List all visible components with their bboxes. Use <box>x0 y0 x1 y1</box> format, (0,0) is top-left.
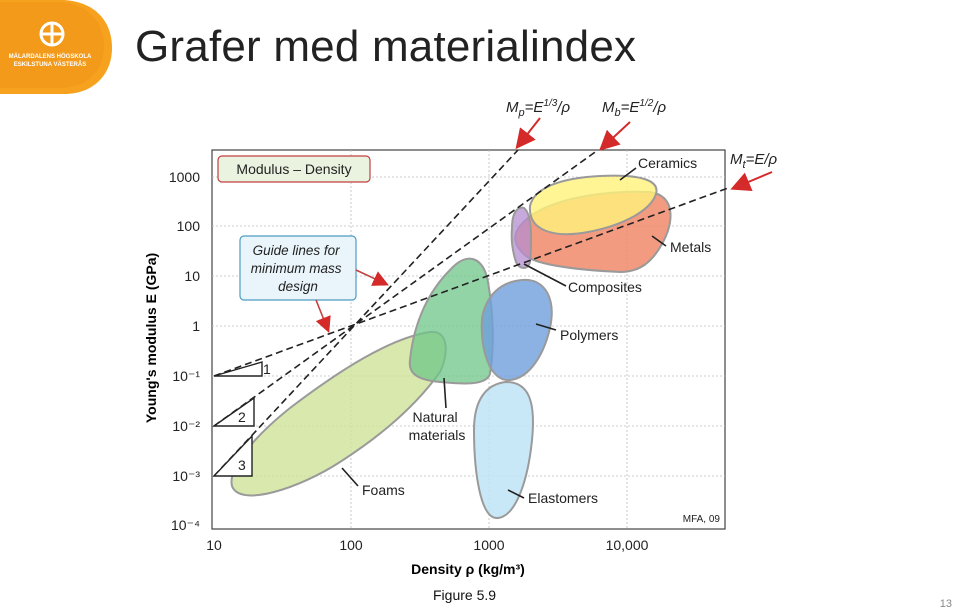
label-elastomers: Elastomers <box>528 490 598 506</box>
label-metals: Metals <box>670 239 711 255</box>
slide-title: Grafer med materialindex <box>135 22 637 71</box>
y-tick-label: 100 <box>177 218 201 234</box>
chart-credit: MFA, 09 <box>683 514 721 525</box>
svg-text:MÄLARDALENS HÖGSKOLA: MÄLARDALENS HÖGSKOLA <box>9 53 92 60</box>
guide-line-mb <box>213 149 599 427</box>
index-label-mt: Mt=E/ρ <box>730 151 777 171</box>
y-tick-label: 1 <box>192 318 200 334</box>
page-number: 13 <box>939 598 952 610</box>
index-label-mp: Mp=E1/3/ρ <box>506 98 570 119</box>
slope-triangle-label: 2 <box>238 409 246 425</box>
label-foams: Foams <box>362 482 405 498</box>
university-logo: MÄLARDALENS HÖGSKOLA ESKILSTUNA VÄSTERÅS <box>0 0 112 94</box>
y-axis-label: Young's modulus E (GPa) <box>143 253 159 423</box>
guide-lines <box>213 149 729 477</box>
y-tick-label: 1000 <box>169 169 200 185</box>
y-tick-labels: 1000 100 10 1 10⁻¹ 10⁻² 10⁻³ 10⁻⁴ <box>169 169 200 533</box>
arrow-mb <box>599 121 631 151</box>
y-tick-label: 10 <box>184 268 200 284</box>
y-tick-label: 10⁻⁴ <box>171 517 200 533</box>
region-ceramics <box>528 174 658 236</box>
chart-title-box <box>217 155 371 183</box>
slope-triangle-label: 3 <box>238 457 246 473</box>
label-polymers: Polymers <box>560 327 618 343</box>
guide-note-text: Guide lines for minimum mass design <box>251 243 346 294</box>
region-elastomers <box>472 380 534 520</box>
index-label-mb: Mb=E1/2/ρ <box>602 98 666 119</box>
x-tick-label: 100 <box>339 537 363 553</box>
x-axis-label: Density ρ (kg/m³) <box>411 561 525 577</box>
arrow-mt <box>730 171 773 192</box>
label-natural-materials: Natural materials <box>409 409 466 443</box>
slope-triangles <box>211 361 263 477</box>
region-composites <box>510 206 533 269</box>
slope-triangle-label: 1 <box>263 361 271 377</box>
figure-caption: Figure 5.9 <box>433 587 497 603</box>
x-tick-labels: 10 100 1000 10,000 <box>206 537 648 553</box>
label-composites: Composites <box>568 279 642 295</box>
svg-text:ESKILSTUNA VÄSTERÅS: ESKILSTUNA VÄSTERÅS <box>14 61 86 68</box>
guide-note-box <box>239 235 357 301</box>
y-tick-label: 10⁻² <box>172 418 200 434</box>
label-ceramics: Ceramics <box>638 155 697 171</box>
guide-line-mp <box>213 149 519 477</box>
arrow-mp <box>515 117 541 150</box>
y-tick-label: 10⁻³ <box>172 468 200 484</box>
x-tick-label: 10 <box>206 537 222 553</box>
x-tick-label: 1000 <box>473 537 504 553</box>
guide-line-mt <box>213 187 729 377</box>
chart-title: Modulus – Density <box>236 161 351 177</box>
y-tick-label: 10⁻¹ <box>172 368 200 384</box>
x-tick-label: 10,000 <box>606 537 649 553</box>
